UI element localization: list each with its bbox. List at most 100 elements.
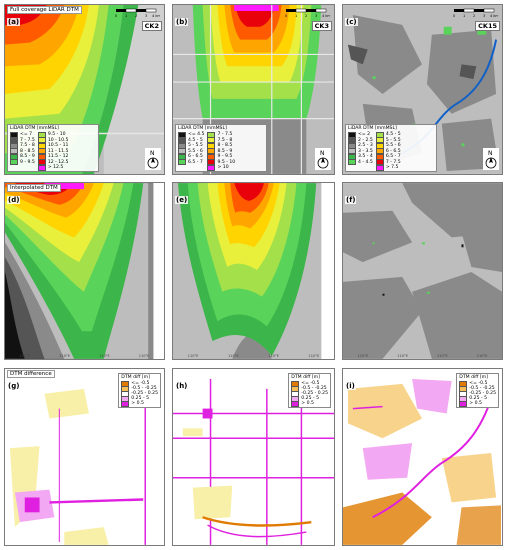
legend-item-label: <= 2 [358, 132, 371, 137]
tick-label: 110°E [99, 354, 110, 358]
legend-item-label: 0.25 - 5 [131, 396, 150, 401]
map-panel-b: (b) CK3 0 1 2 3 4 km N LiDAR DTM [mmMSL] <= … [172, 4, 335, 175]
legend-item-label: 5.5 - 6 [385, 143, 401, 148]
lidar-dtm-map-a [5, 5, 164, 174]
legend-item-label: -0.25 - 0.25 [131, 391, 158, 396]
legend-item-label: 9 - 9.5 [217, 154, 233, 159]
legend-b: LiDAR DTM [mmMSL] <= 4.5 4.5 - 5 5 - 5.5… [175, 124, 267, 172]
legend-item: > 7.5 [375, 164, 401, 171]
tick-label: 110°E [437, 354, 448, 358]
legend-item-label: 6 - 6.5 [385, 148, 401, 154]
panel-label-b: (b) [175, 18, 189, 26]
svg-text:2: 2 [135, 14, 137, 18]
legend-item-label: 11.5 - 12 [47, 154, 69, 159]
legend-item-label: > 7.5 [385, 165, 399, 170]
north-arrow-icon: N [315, 148, 331, 170]
map-panel-g: DTM difference (g) DTM diff [m] <= -0.5 … [4, 368, 165, 546]
row1-title: Full coverage LiDAR DTM [7, 6, 82, 14]
diff-legend-i: DTM diff [m] <= -0.5 -0.5 - -0.25 -0.25 … [456, 373, 499, 408]
legend-item: > 0.5 [459, 400, 496, 407]
svg-text:N: N [150, 150, 155, 157]
svg-text:4 km: 4 km [152, 14, 160, 18]
site-label-a: CK2 [141, 21, 162, 31]
map-panel-h: (h) DTM diff [m] <= -0.5 -0.5 - -0.25 -0… [172, 368, 335, 546]
svg-text:1: 1 [295, 14, 297, 18]
map-panel-a: Full coverage LiDAR DTM (a) CK2 0 1 2 3 4 km… [4, 4, 165, 175]
panel-label-f: (f) [345, 196, 357, 204]
map-panel-e: (e) 110°E 110°E 110°E 110°E [172, 182, 335, 360]
svg-text:4 km: 4 km [490, 14, 498, 18]
map-panel-i: (i) DTM diff [m] <= -0.5 -0.5 - -0.25 -0… [342, 368, 503, 546]
legend-item-label: 11 - 11.5 [47, 148, 69, 154]
legend-item-label: > 12.5 [47, 165, 64, 170]
legend-item-label: 6.5 - 7 [385, 154, 401, 159]
legend-item-label: 7.5 - 8 [217, 137, 233, 143]
legend-item-label: 0.25 - 5 [469, 396, 488, 401]
legend-title: LiDAR DTM [mmMSL] [10, 126, 59, 131]
panel-label-c: (c) [345, 18, 358, 26]
legend-item-label: 8.5 - 9 [217, 148, 233, 154]
legend-item-label: > 0.5 [301, 401, 314, 406]
svg-text:0: 0 [285, 14, 287, 18]
legend-item-label: 6 - 6.5 [188, 154, 203, 159]
legend-item-label: 7 - 7.5 [217, 132, 233, 137]
legend-item-label: -0.25 - 0.25 [301, 391, 328, 396]
legend-item-label: 7.5 - 8 [20, 143, 35, 148]
tick-label: 110°E [59, 354, 70, 358]
diff-legend-title: DTM diff [m] [121, 375, 150, 380]
map-panel-c: (c) CK15 0 1 2 3 4 km N LiDAR DTM [mmMSL] <=… [342, 4, 503, 175]
interpolated-dtm-map-f [343, 183, 502, 359]
svg-text:1: 1 [125, 14, 127, 18]
panel-label-i: (i) [345, 382, 356, 390]
svg-text:N: N [488, 150, 493, 157]
legend-item-label: -0.5 - -0.25 [301, 386, 327, 391]
row3-title: DTM difference [7, 370, 55, 378]
svg-text:0: 0 [115, 14, 117, 18]
legend-item-label: 2 - 2.5 [358, 137, 373, 143]
legend-item-label: 4.5 - 5 [385, 132, 401, 137]
tick-label: 110°E [357, 354, 369, 358]
legend-item-label: 9.5 - 10 [47, 132, 66, 137]
legend-item-label: 10 - 10.5 [47, 137, 69, 143]
legend-item: 9 - 9.5 [10, 159, 35, 165]
svg-text:3: 3 [145, 14, 147, 18]
scale-bar-a: 0 1 2 3 4 km [115, 8, 160, 18]
site-label-b: CK3 [311, 21, 332, 31]
svg-text:4 km: 4 km [322, 14, 330, 18]
legend-item-label: -0.5 - -0.25 [469, 386, 495, 391]
legend-item-label: <= -0.5 [469, 381, 488, 386]
legend-item-label: 12 - 12.5 [47, 159, 69, 165]
tick-label: 110°E [228, 354, 239, 358]
legend-item-label: 9 - 9.5 [20, 159, 35, 165]
north-arrow-icon: N [145, 148, 161, 170]
panel-label-g: (g) [7, 382, 21, 390]
legend-item-label: 3.5 - 4 [358, 154, 373, 159]
diff-legend-title: DTM diff [m] [291, 375, 320, 380]
legend-item-label: <= -0.5 [301, 381, 320, 386]
tick-labels: 110°E 110°E 110°E 110°E [173, 354, 334, 358]
legend-item-label: 0.25 - 5 [301, 396, 320, 401]
panel-label-e: (e) [175, 196, 189, 204]
svg-text:0: 0 [453, 14, 455, 18]
legend-item-label: -0.5 - -0.25 [131, 386, 157, 391]
diff-legend-h: DTM diff [m] <= -0.5 -0.5 - -0.25 -0.25 … [288, 373, 331, 408]
legend-item: 6.5 - 7 [178, 159, 204, 165]
svg-text:2: 2 [305, 14, 307, 18]
tick-label: 110°E [19, 354, 31, 358]
legend-item: 4 - 4.5 [348, 159, 373, 165]
panel-label-h: (h) [175, 382, 189, 390]
legend-item-label: <= 4.5 [188, 132, 205, 137]
legend-item-label: 10.5 - 11 [47, 143, 69, 148]
legend-item-label: <= -0.5 [131, 381, 150, 386]
north-arrow-icon: N [483, 148, 499, 170]
legend-item-label: 6.5 - 7 [188, 159, 203, 165]
legend-item-label: 5 - 5.5 [385, 137, 401, 143]
map-panel-f: (f) 110°E 110°E 110°E 110°E [342, 182, 503, 360]
tick-label: 110°E [397, 354, 408, 358]
legend-item: > 0.5 [121, 400, 158, 407]
row2-title: Interpolated DTM [7, 184, 61, 192]
scale-bar-b: 0 1 2 3 4 km [285, 8, 330, 18]
legend-title: LiDAR DTM [mmMSL] [178, 126, 227, 131]
legend-a: LiDAR DTM [mmMSL] <= 7 7 - 7.5 7.5 - 8 8… [7, 124, 99, 172]
tick-labels: 110°E 110°E 110°E 110°E [5, 354, 164, 358]
